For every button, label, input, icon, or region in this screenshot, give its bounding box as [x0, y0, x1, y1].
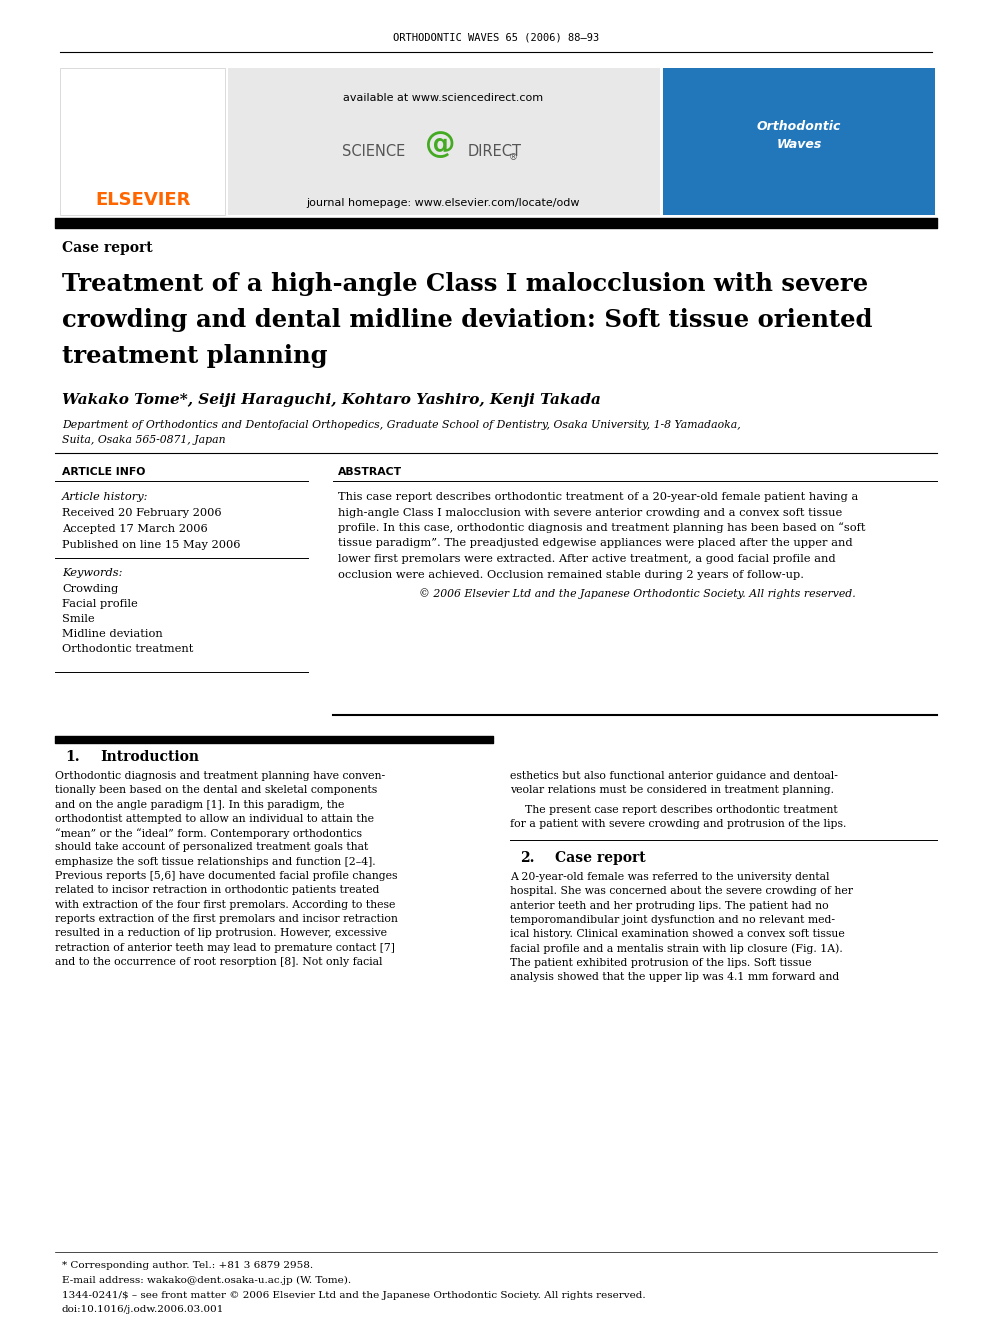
Text: journal homepage: www.elsevier.com/locate/odw: journal homepage: www.elsevier.com/locat…: [307, 198, 579, 208]
Text: should take account of personalized treatment goals that: should take account of personalized trea…: [55, 843, 368, 852]
Text: ®: ®: [509, 153, 518, 163]
Text: esthetics but also functional anterior guidance and dentoal-: esthetics but also functional anterior g…: [510, 771, 838, 781]
Text: ELSEVIER: ELSEVIER: [95, 191, 190, 209]
Text: ical history. Clinical examination showed a convex soft tissue: ical history. Clinical examination showe…: [510, 929, 845, 939]
Text: @: @: [425, 130, 455, 159]
Text: Accepted 17 March 2006: Accepted 17 March 2006: [62, 524, 207, 534]
Text: crowding and dental midline deviation: Soft tissue oriented: crowding and dental midline deviation: S…: [62, 308, 873, 332]
Text: Introduction: Introduction: [100, 750, 199, 763]
Text: Article history:: Article history:: [62, 492, 149, 501]
Text: and to the occurrence of root resorption [8]. Not only facial: and to the occurrence of root resorption…: [55, 957, 383, 967]
Text: reports extraction of the first premolars and incisor retraction: reports extraction of the first premolar…: [55, 914, 398, 923]
Text: ORTHODONTIC WAVES 65 (2006) 88–93: ORTHODONTIC WAVES 65 (2006) 88–93: [393, 33, 599, 44]
Text: “mean” or the “ideal” form. Contemporary orthodontics: “mean” or the “ideal” form. Contemporary…: [55, 828, 362, 839]
Text: facial profile and a mentalis strain with lip closure (Fig. 1A).: facial profile and a mentalis strain wit…: [510, 943, 843, 954]
Text: Crowding: Crowding: [62, 583, 118, 594]
Text: orthodontist attempted to allow an individual to attain the: orthodontist attempted to allow an indiv…: [55, 814, 374, 824]
Text: Orthodontic diagnosis and treatment planning have conven-: Orthodontic diagnosis and treatment plan…: [55, 771, 385, 781]
Text: with extraction of the four first premolars. According to these: with extraction of the four first premol…: [55, 900, 396, 910]
Text: doi:10.1016/j.odw.2006.03.001: doi:10.1016/j.odw.2006.03.001: [62, 1304, 224, 1314]
Text: veolar relations must be considered in treatment planning.: veolar relations must be considered in t…: [510, 786, 834, 795]
Text: Case report: Case report: [555, 851, 646, 865]
Text: The present case report describes orthodontic treatment: The present case report describes orthod…: [525, 804, 837, 815]
Text: Department of Orthodontics and Dentofacial Orthopedics, Graduate School of Denti: Department of Orthodontics and Dentofaci…: [62, 419, 741, 430]
Text: Orthodontic
Waves: Orthodontic Waves: [757, 119, 841, 151]
Text: ARTICLE INFO: ARTICLE INFO: [62, 467, 146, 478]
Text: tissue paradigm”. The preadjusted edgewise appliances were placed after the uppe: tissue paradigm”. The preadjusted edgewi…: [338, 538, 853, 549]
Text: Treatment of a high-angle Class I malocclusion with severe: Treatment of a high-angle Class I malocc…: [62, 273, 868, 296]
Text: © 2006 Elsevier Ltd and the Japanese Orthodontic Society. All rights reserved.: © 2006 Elsevier Ltd and the Japanese Ort…: [419, 589, 855, 599]
Text: lower first premolars were extracted. After active treatment, a good facial prof: lower first premolars were extracted. Af…: [338, 554, 835, 564]
Text: treatment planning: treatment planning: [62, 344, 327, 368]
Text: ABSTRACT: ABSTRACT: [338, 467, 402, 478]
Text: Midline deviation: Midline deviation: [62, 628, 163, 639]
Text: This case report describes orthodontic treatment of a 20-year-old female patient: This case report describes orthodontic t…: [338, 492, 858, 501]
Text: Wakako Tome*, Seiji Haraguchi, Kohtaro Yashiro, Kenji Takada: Wakako Tome*, Seiji Haraguchi, Kohtaro Y…: [62, 393, 601, 407]
Text: occlusion were achieved. Occlusion remained stable during 2 years of follow-up.: occlusion were achieved. Occlusion remai…: [338, 569, 804, 579]
Text: retraction of anterior teeth may lead to premature contact [7]: retraction of anterior teeth may lead to…: [55, 942, 395, 953]
FancyBboxPatch shape: [228, 67, 660, 216]
FancyBboxPatch shape: [663, 67, 935, 216]
Text: for a patient with severe crowding and protrusion of the lips.: for a patient with severe crowding and p…: [510, 819, 846, 830]
Text: SCIENCE: SCIENCE: [342, 144, 405, 160]
Text: 1344-0241/$ – see front matter © 2006 Elsevier Ltd and the Japanese Orthodontic : 1344-0241/$ – see front matter © 2006 El…: [62, 1290, 646, 1299]
Text: Received 20 February 2006: Received 20 February 2006: [62, 508, 221, 519]
Text: profile. In this case, orthodontic diagnosis and treatment planning has been bas: profile. In this case, orthodontic diagn…: [338, 523, 865, 533]
Text: Facial profile: Facial profile: [62, 599, 138, 609]
Text: available at www.sciencedirect.com: available at www.sciencedirect.com: [343, 93, 543, 103]
Text: tionally been based on the dental and skeletal components: tionally been based on the dental and sk…: [55, 786, 377, 795]
Text: Previous reports [5,6] have documented facial profile changes: Previous reports [5,6] have documented f…: [55, 871, 398, 881]
FancyBboxPatch shape: [60, 67, 225, 216]
Text: emphasize the soft tissue relationships and function [2–4].: emphasize the soft tissue relationships …: [55, 857, 376, 867]
Text: DIRECT: DIRECT: [468, 144, 522, 160]
Text: anterior teeth and her protruding lips. The patient had no: anterior teeth and her protruding lips. …: [510, 901, 828, 910]
Text: Published on line 15 May 2006: Published on line 15 May 2006: [62, 540, 240, 550]
Text: A 20-year-old female was referred to the university dental: A 20-year-old female was referred to the…: [510, 872, 829, 882]
Text: * Corresponding author. Tel.: +81 3 6879 2958.: * Corresponding author. Tel.: +81 3 6879…: [62, 1262, 313, 1270]
Text: Keywords:: Keywords:: [62, 568, 122, 578]
Text: E-mail address: wakako@dent.osaka-u.ac.jp (W. Tome).: E-mail address: wakako@dent.osaka-u.ac.j…: [62, 1275, 351, 1285]
Text: high-angle Class I malocclusion with severe anterior crowding and a convex soft : high-angle Class I malocclusion with sev…: [338, 508, 842, 517]
Text: Case report: Case report: [62, 241, 153, 255]
Text: and on the angle paradigm [1]. In this paradigm, the: and on the angle paradigm [1]. In this p…: [55, 799, 344, 810]
Text: The patient exhibited protrusion of the lips. Soft tissue: The patient exhibited protrusion of the …: [510, 958, 811, 968]
Text: 1.: 1.: [65, 750, 79, 763]
Text: temporomandibular joint dysfunction and no relevant med-: temporomandibular joint dysfunction and …: [510, 916, 835, 925]
Text: analysis showed that the upper lip was 4.1 mm forward and: analysis showed that the upper lip was 4…: [510, 972, 839, 982]
Text: Smile: Smile: [62, 614, 94, 624]
Text: Orthodontic treatment: Orthodontic treatment: [62, 644, 193, 654]
Text: 2.: 2.: [520, 851, 535, 865]
Text: hospital. She was concerned about the severe crowding of her: hospital. She was concerned about the se…: [510, 886, 853, 896]
Text: resulted in a reduction of lip protrusion. However, excessive: resulted in a reduction of lip protrusio…: [55, 929, 387, 938]
Text: Suita, Osaka 565-0871, Japan: Suita, Osaka 565-0871, Japan: [62, 435, 225, 445]
Text: related to incisor retraction in orthodontic patients treated: related to incisor retraction in orthodo…: [55, 885, 379, 896]
